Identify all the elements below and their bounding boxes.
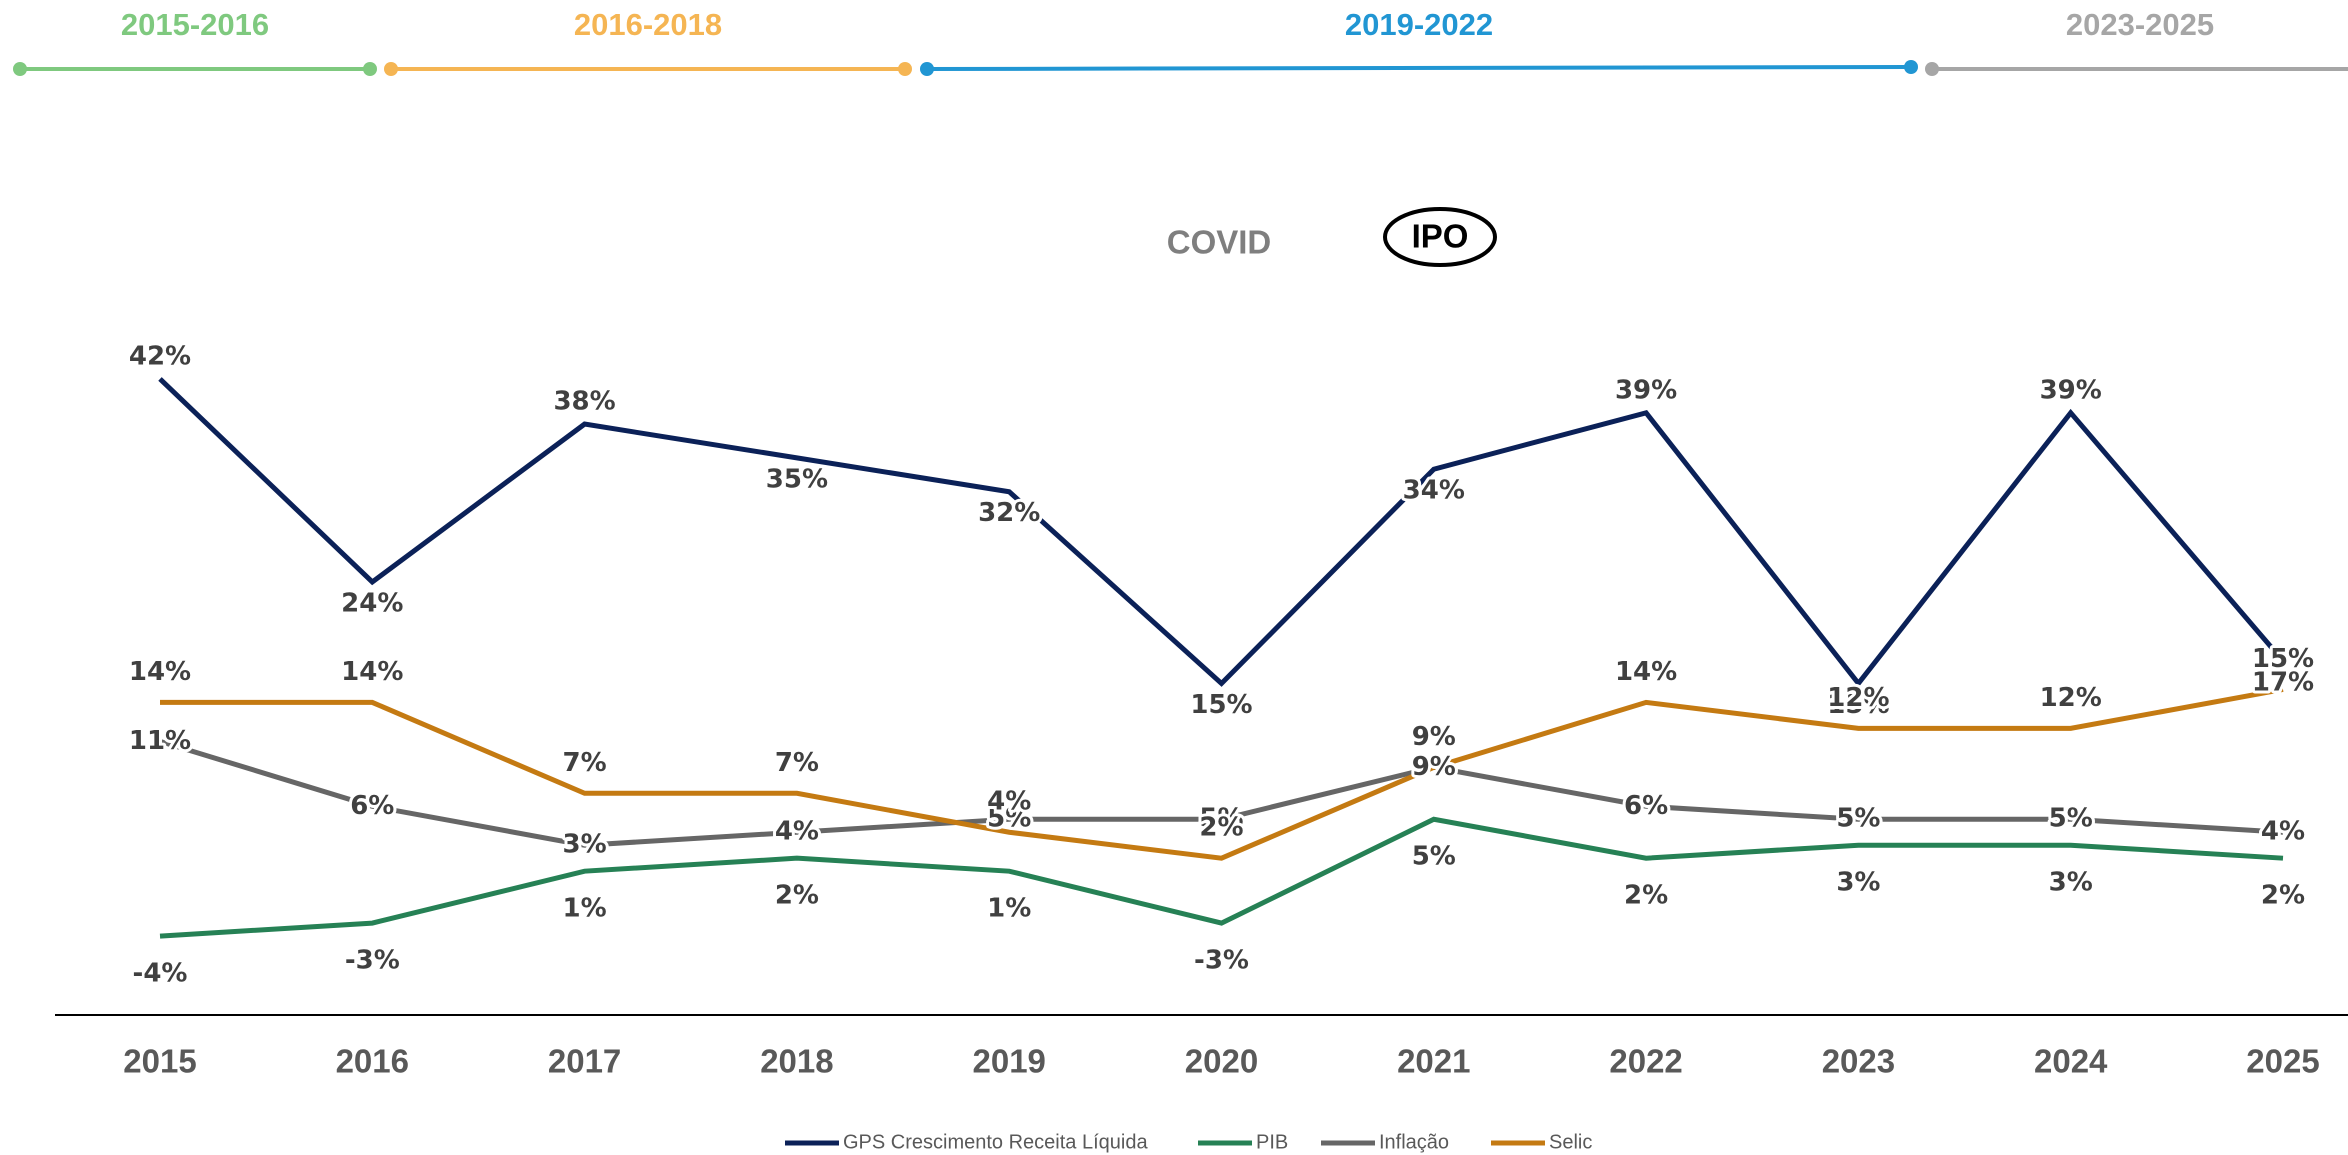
data-label: 2% — [2261, 881, 2305, 911]
series-line — [160, 686, 2284, 861]
legend-label: PIB — [1256, 1131, 1288, 1153]
data-label: 4% — [775, 817, 819, 847]
x-tick-label: 2015 — [123, 1043, 196, 1080]
timeline-label: 2023-2025 — [2066, 7, 2214, 42]
data-label: 24% — [341, 588, 403, 618]
timeline-dot — [1925, 62, 1939, 76]
data-label: -4% — [133, 959, 188, 989]
series-line — [159, 816, 2284, 939]
data-label: 5% — [1199, 804, 1243, 834]
data-label: 9% — [1412, 722, 1456, 752]
data-label: 3% — [563, 830, 607, 860]
x-tick-label: 2017 — [548, 1043, 621, 1080]
timeline-dot — [363, 62, 377, 76]
data-label: 6% — [350, 791, 394, 821]
data-label: 5% — [987, 804, 1031, 834]
timeline-label: 2016-2018 — [574, 7, 722, 42]
data-label: 4% — [2261, 817, 2305, 847]
data-label: 39% — [2040, 375, 2102, 405]
data-label: 34% — [1403, 476, 1465, 506]
data-label: 35% — [766, 464, 828, 494]
data-label: 1% — [563, 894, 607, 924]
x-tick-label: 2021 — [1397, 1043, 1470, 1080]
data-label: 14% — [341, 657, 403, 687]
data-label: 12% — [1827, 683, 1889, 713]
x-tick-label: 2016 — [336, 1043, 409, 1080]
data-label: 7% — [775, 748, 819, 778]
annotation: COVID — [1167, 224, 1272, 261]
data-label: 5% — [1412, 842, 1456, 872]
data-label: 6% — [1624, 791, 1668, 821]
x-tick-label: 2023 — [1822, 1043, 1895, 1080]
annotation-ellipse — [1383, 207, 1497, 267]
data-label: 5% — [2049, 804, 2093, 834]
data-label: 32% — [978, 498, 1040, 528]
x-tick-label: 2019 — [972, 1043, 1045, 1080]
data-label: 14% — [129, 657, 191, 687]
data-label: 15% — [2252, 644, 2314, 674]
data-label: 12% — [2040, 683, 2102, 713]
legend-label: Inflação — [1379, 1131, 1449, 1153]
data-label: 11% — [129, 726, 191, 756]
timeline-dot — [920, 62, 934, 76]
timeline-dot — [13, 62, 27, 76]
x-tick-label: 2020 — [1185, 1043, 1258, 1080]
timeline-dot — [384, 62, 398, 76]
annotation: IPO — [1412, 218, 1469, 255]
x-tick-label: 2018 — [760, 1043, 833, 1080]
data-label: 1% — [987, 894, 1031, 924]
data-label: 38% — [553, 387, 615, 417]
x-tick-label: 2022 — [1609, 1043, 1682, 1080]
data-label: -3% — [1194, 946, 1249, 976]
data-label: 4% — [987, 787, 1031, 817]
timeline-dot — [1904, 60, 1918, 74]
series-line — [159, 738, 2284, 848]
data-label: 15% — [1190, 690, 1252, 720]
data-label: 9% — [1412, 752, 1456, 782]
data-label: 14% — [1615, 657, 1677, 687]
data-label: 7% — [563, 748, 607, 778]
timeline-segment — [926, 65, 1912, 71]
legend-label: Selic — [1549, 1131, 1592, 1153]
legend-label: GPS Crescimento Receita Líquida — [843, 1131, 1148, 1153]
data-label: 39% — [1615, 375, 1677, 405]
data-label: 2% — [775, 881, 819, 911]
data-label: 2% — [1624, 881, 1668, 911]
timeline-label: 2019-2022 — [1345, 7, 1493, 42]
x-tick-label: 2024 — [2034, 1043, 2108, 1080]
x-tick-label: 2025 — [2246, 1043, 2319, 1080]
data-label: 3% — [1836, 868, 1880, 898]
data-label: 2% — [1199, 813, 1243, 843]
data-label: 15% — [1827, 690, 1889, 720]
data-label: -3% — [345, 946, 400, 976]
data-label: 17% — [2252, 667, 2314, 697]
timeline-label: 2015-2016 — [121, 7, 269, 42]
data-label: 3% — [2049, 868, 2093, 898]
data-label: 42% — [129, 341, 191, 371]
data-label: 5% — [1836, 804, 1880, 834]
series-line — [158, 377, 2285, 688]
timeline-dot — [898, 62, 912, 76]
